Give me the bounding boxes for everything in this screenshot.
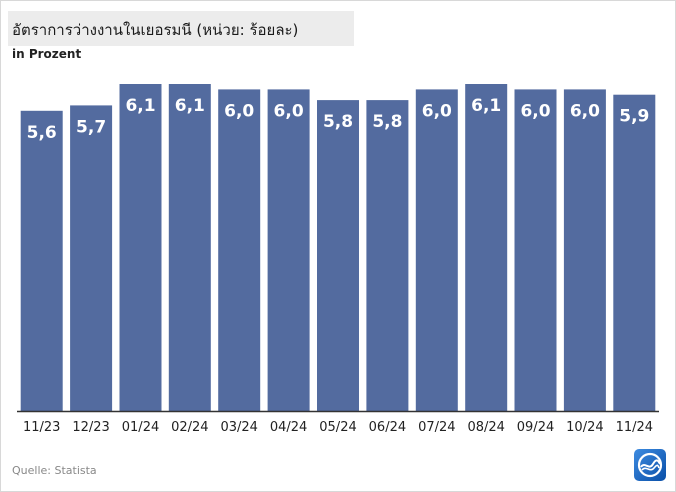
bar-01-24 bbox=[119, 84, 162, 411]
data-label: 6,0 bbox=[224, 101, 254, 121]
x-tick-label: 10/24 bbox=[566, 420, 603, 435]
data-label: 6,0 bbox=[274, 101, 304, 121]
x-tick-label: 06/24 bbox=[369, 420, 406, 435]
data-label: 5,7 bbox=[76, 117, 106, 137]
chart-subtitle: in Prozent bbox=[12, 47, 82, 61]
data-label: 6,1 bbox=[125, 96, 155, 116]
data-label: 6,1 bbox=[471, 96, 501, 116]
x-tick-label: 08/24 bbox=[467, 420, 504, 435]
bar-09-24 bbox=[514, 89, 557, 412]
bar-03-24 bbox=[218, 89, 261, 412]
source-note: Quelle: Statista bbox=[12, 464, 97, 477]
bar-06-24 bbox=[366, 100, 409, 411]
x-tick-label: 07/24 bbox=[418, 420, 455, 435]
broadcaster-logo-icon bbox=[634, 449, 666, 481]
data-label: 6,1 bbox=[175, 96, 205, 116]
bar-08-24 bbox=[465, 84, 508, 411]
x-tick-label: 02/24 bbox=[171, 420, 208, 435]
data-label: 6,0 bbox=[422, 101, 452, 121]
data-label: 5,8 bbox=[323, 112, 353, 132]
x-tick-label: 04/24 bbox=[270, 420, 307, 435]
bar-07-24 bbox=[415, 89, 458, 412]
data-label: 5,9 bbox=[619, 107, 649, 127]
data-label: 5,8 bbox=[372, 112, 402, 132]
bar-10-24 bbox=[563, 89, 606, 412]
chart-title: อัตราการว่างงานในเยอรมนี (หน่วย: ร้อยละ) bbox=[12, 21, 299, 39]
x-tick-label: 03/24 bbox=[220, 420, 257, 435]
x-tick-label: 09/24 bbox=[517, 420, 554, 435]
bar-04-24 bbox=[267, 89, 310, 412]
bar-12-23 bbox=[70, 105, 113, 412]
data-label: 5,6 bbox=[27, 123, 57, 143]
x-tick-label: 11/24 bbox=[616, 420, 653, 435]
title-box: อัตราการว่างงานในเยอรมนี (หน่วย: ร้อยละ) bbox=[8, 11, 354, 46]
x-tick-label: 05/24 bbox=[319, 420, 356, 435]
x-tick-label: 12/23 bbox=[72, 420, 109, 435]
bar-02-24 bbox=[168, 84, 211, 411]
x-tick-label: 11/23 bbox=[23, 420, 60, 435]
bar-05-24 bbox=[317, 100, 359, 411]
data-label: 6,0 bbox=[520, 101, 550, 121]
bar-11-24 bbox=[613, 94, 656, 411]
data-label: 6,0 bbox=[570, 101, 600, 121]
bar-11-23 bbox=[20, 110, 63, 412]
x-tick-label: 01/24 bbox=[122, 420, 159, 435]
